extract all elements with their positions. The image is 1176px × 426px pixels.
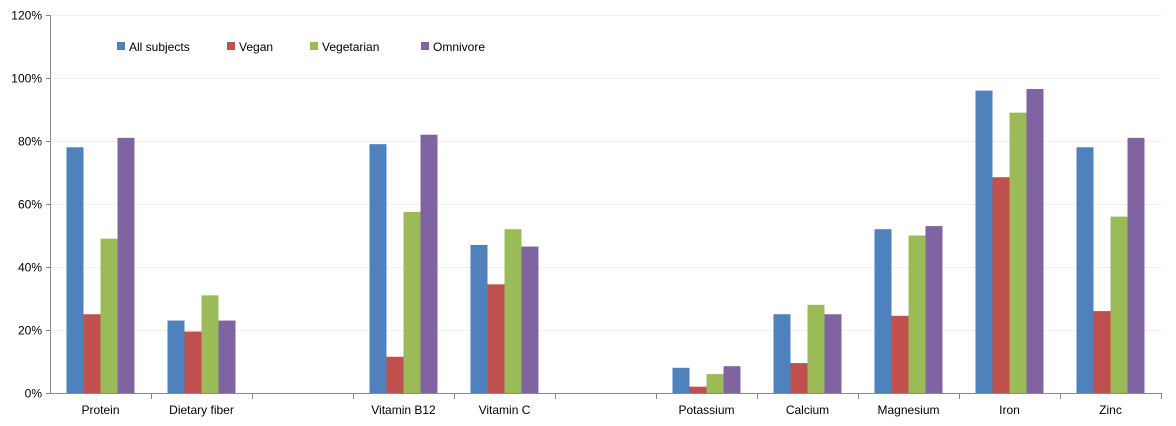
bar-vegan-iron — [993, 177, 1010, 393]
legend-label: Vegan — [239, 40, 273, 54]
y-tick-label: 100% — [11, 72, 42, 86]
x-tick-label: Dietary fiber — [169, 403, 234, 417]
y-tick-label: 40% — [18, 261, 42, 275]
bar-omnivore-vitamin-b12 — [421, 135, 438, 393]
x-axis-tick-labels: Protein Dietary fiber Vitamin B12 Vitamin C… — [81, 403, 1121, 417]
bar-chart: 0% 20% 40% 60% 80% 100% 120% Protein Dietary fi… — [0, 0, 1176, 426]
bar-omnivore-dietary-fiber — [219, 321, 236, 393]
x-tick-label: Potassium — [678, 403, 734, 417]
y-tick-label: 0% — [25, 387, 43, 401]
bar-vegetarian-vitamin-b12 — [404, 212, 421, 393]
bar-all-subjects-zinc — [1077, 147, 1094, 393]
y-tick-label: 80% — [18, 135, 42, 149]
y-tick-label: 20% — [18, 324, 42, 338]
y-axis-tick-labels: 0% 20% 40% 60% 80% 100% 120% — [11, 9, 42, 401]
bar-vegan-vitamin-c — [488, 284, 505, 393]
x-tick-label: Protein — [81, 403, 119, 417]
y-tick-label: 60% — [18, 198, 42, 212]
x-tick-label: Vitamin C — [479, 403, 531, 417]
bar-all-subjects-protein — [67, 147, 84, 393]
bar-omnivore-iron — [1027, 89, 1044, 393]
legend-swatch — [421, 42, 429, 50]
legend-label: Vegetarian — [322, 40, 379, 54]
legend-swatch — [310, 42, 318, 50]
x-tick-label: Calcium — [786, 403, 829, 417]
bar-all-subjects-potassium — [673, 368, 690, 393]
bar-all-subjects-dietary-fiber — [168, 321, 185, 393]
x-tick-label: Iron — [999, 403, 1020, 417]
bar-vegan-potassium — [690, 387, 707, 393]
bar-all-subjects-magnesium — [875, 229, 892, 393]
bar-vegetarian-vitamin-c — [505, 229, 522, 393]
bar-omnivore-zinc — [1128, 138, 1145, 393]
bar-vegetarian-zinc — [1111, 217, 1128, 393]
bars — [67, 89, 1145, 393]
bar-omnivore-potassium — [724, 366, 741, 393]
bar-vegan-calcium — [791, 363, 808, 393]
bar-vegetarian-calcium — [808, 305, 825, 393]
bar-omnivore-protein — [118, 138, 135, 393]
bar-vegan-magnesium — [892, 316, 909, 393]
y-tick-label: 120% — [11, 9, 42, 23]
bar-vegan-vitamin-b12 — [387, 357, 404, 393]
bar-all-subjects-vitamin-c — [471, 245, 488, 393]
bar-vegan-zinc — [1094, 311, 1111, 393]
bar-vegetarian-dietary-fiber — [202, 295, 219, 393]
legend-label: All subjects — [129, 40, 190, 54]
bar-all-subjects-iron — [976, 91, 993, 393]
bar-vegetarian-potassium — [707, 374, 724, 393]
bar-omnivore-calcium — [825, 314, 842, 393]
bar-all-subjects-vitamin-b12 — [370, 144, 387, 393]
x-tick-label: Vitamin B12 — [371, 403, 436, 417]
bar-vegetarian-protein — [101, 239, 118, 393]
legend-swatch — [227, 42, 235, 50]
legend-label: Omnivore — [433, 40, 485, 54]
legend-swatch — [117, 42, 125, 50]
bar-vegan-protein — [84, 314, 101, 393]
bar-vegetarian-iron — [1010, 113, 1027, 393]
bar-vegan-dietary-fiber — [185, 332, 202, 393]
x-tick-label: Magnesium — [877, 403, 939, 417]
legend: All subjects Vegan Vegetarian Omnivore — [117, 40, 485, 54]
bar-vegetarian-magnesium — [909, 236, 926, 394]
bar-omnivore-magnesium — [926, 226, 943, 393]
bar-all-subjects-calcium — [774, 314, 791, 393]
x-tick-label: Zinc — [1099, 403, 1122, 417]
bar-omnivore-vitamin-c — [522, 247, 539, 393]
